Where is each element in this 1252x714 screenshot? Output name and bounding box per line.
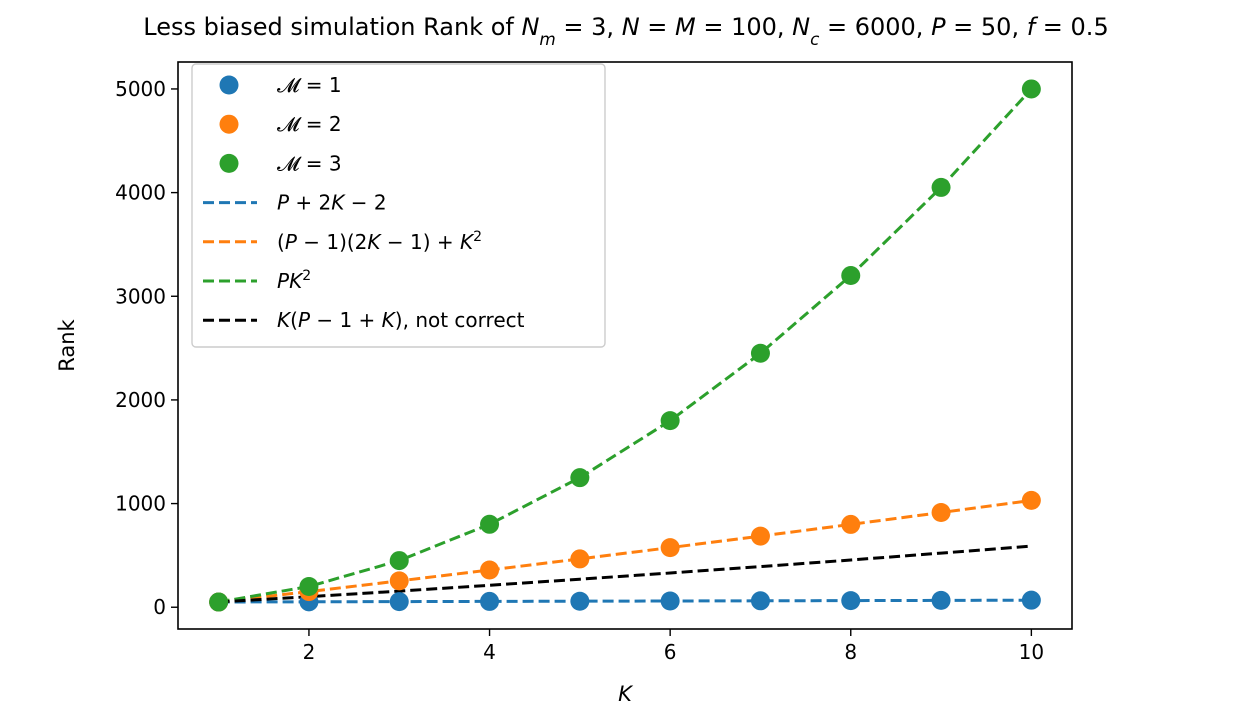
x-axis-label: K xyxy=(618,682,634,706)
y-axis-label: Rank xyxy=(55,318,79,371)
axes-group: 2 4 6 8 10 0 1000 2000 3000 4000 5000 K Rank xyxy=(55,61,1073,706)
chart-title: Less biased simulation Rank of Nm = 3, N… xyxy=(143,13,1108,49)
legend: 𝓜 = 1 𝓜 = 2 𝓜 = 3 P + 2K − 2 (P − 1)(2K − 1)… xyxy=(191,63,606,348)
y-tick-label: 5000 xyxy=(115,77,166,101)
scatter-point-s2-0 xyxy=(209,592,229,612)
scatter-point-s2-8 xyxy=(931,177,951,197)
scatter-point-s0-2 xyxy=(389,592,409,612)
y-tick-label: 4000 xyxy=(115,181,166,205)
y-tick-label: 2000 xyxy=(115,388,166,412)
scatter-point-s2-7 xyxy=(841,266,861,286)
legend-marker-1 xyxy=(219,114,239,134)
legend-label-2: 𝓜 = 3 xyxy=(277,151,342,175)
legend-label-4: (P − 1)(2K − 1) + K2 xyxy=(277,229,482,254)
scatter-point-s2-6 xyxy=(750,343,770,363)
scatter-point-s2-9 xyxy=(1021,79,1041,99)
x-tick-label: 4 xyxy=(483,640,496,664)
y-tick-label: 3000 xyxy=(115,284,166,308)
y-tick-label: 1000 xyxy=(115,492,166,516)
scatter-point-s2-4 xyxy=(570,468,590,488)
series-line-0 xyxy=(218,598,1032,604)
x-tick-label: 8 xyxy=(844,640,857,664)
scatter-point-s1-2 xyxy=(389,571,409,591)
legend-box xyxy=(191,63,606,348)
scatter-point-s0-5 xyxy=(660,591,680,611)
legend-marker-2 xyxy=(219,153,239,173)
legend-label-5: PK2 xyxy=(277,268,311,293)
legend-label-1: 𝓜 = 2 xyxy=(277,112,342,136)
scatter-point-s1-4 xyxy=(570,549,590,569)
x-tick-label: 10 xyxy=(1019,640,1044,664)
series-line-1 xyxy=(218,498,1032,604)
scatter-point-s1-8 xyxy=(931,502,951,522)
scatter-point-s2-3 xyxy=(480,514,500,534)
scatter-point-s0-6 xyxy=(750,591,770,611)
scatter-point-s0-4 xyxy=(570,591,590,611)
scatter-point-s1-9 xyxy=(1021,490,1041,510)
scatter-point-s1-7 xyxy=(841,514,861,534)
legend-marker-0 xyxy=(219,75,239,95)
legend-label-3: P + 2K − 2 xyxy=(277,191,387,215)
series-line-3 xyxy=(218,544,1032,604)
scatter-point-s0-8 xyxy=(931,590,951,610)
series-line-2 xyxy=(218,87,1033,604)
scatter-point-s0-3 xyxy=(480,591,500,611)
scatter-point-s2-2 xyxy=(389,551,409,571)
legend-label-0: 𝓜 = 1 xyxy=(277,73,342,97)
x-tick-label: 2 xyxy=(303,640,316,664)
scatter-point-s1-3 xyxy=(480,560,500,580)
legend-label-6: K(P − 1 + K), not correct xyxy=(277,308,525,332)
scatter-point-s1-6 xyxy=(750,526,770,546)
lines-group xyxy=(218,87,1033,604)
scatter-point-s2-5 xyxy=(660,411,680,431)
scatter-point-s0-7 xyxy=(841,591,861,611)
points-group xyxy=(209,79,1041,612)
y-tick-label: 0 xyxy=(153,595,166,619)
x-tick-label: 6 xyxy=(664,640,677,664)
scatter-point-s0-9 xyxy=(1021,590,1041,610)
scatter-point-s1-5 xyxy=(660,538,680,558)
plot-frame xyxy=(177,61,1073,630)
chart-title-group: Less biased simulation Rank of Nm = 3, N… xyxy=(143,13,1108,49)
scatter-point-s2-1 xyxy=(299,577,319,597)
